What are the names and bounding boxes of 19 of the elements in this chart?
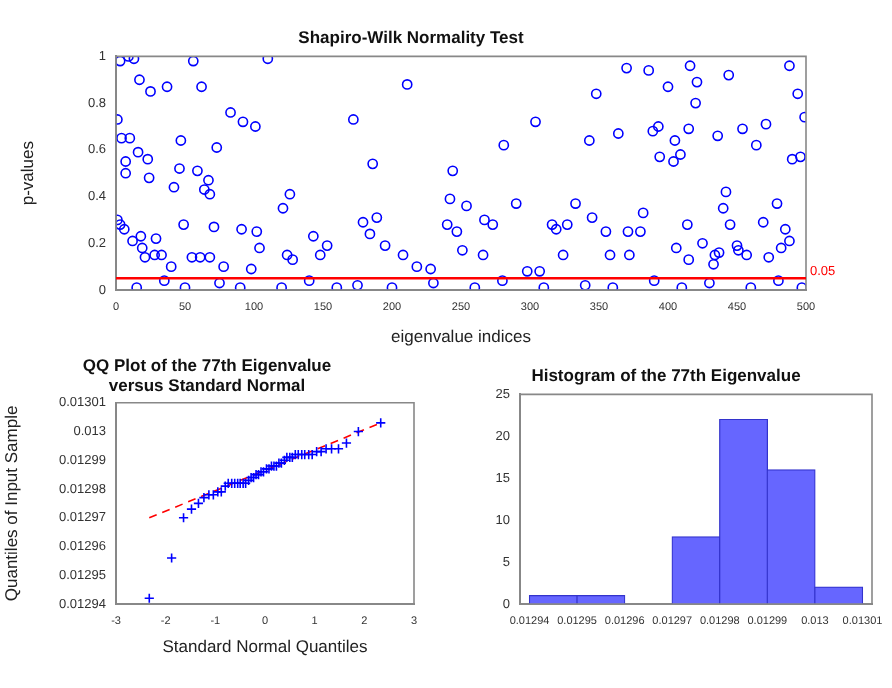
- point: [193, 498, 204, 509]
- point: [143, 592, 155, 604]
- point: [341, 437, 352, 449]
- point: [178, 512, 189, 524]
- chart-title: QQ Plot of the 77th Eigenvalue versus Standard Normal: [82, 354, 332, 396]
- x-axis-title: Standard Normal Quantiles: [162, 636, 368, 657]
- point: [352, 426, 364, 437]
- point: [375, 417, 387, 429]
- y-axis-title: Quantiles of Input Sample: [0, 405, 21, 602]
- point: [198, 492, 210, 504]
- chart-title: Histogram of the 77th Eigenvalue: [531, 364, 802, 385]
- y-axis-title: p-values: [16, 141, 37, 206]
- point: [333, 443, 344, 455]
- point: [320, 443, 332, 455]
- point: [186, 503, 197, 515]
- point: [326, 443, 337, 455]
- chart-title: Shapiro-Wilk Normality Test: [298, 26, 524, 47]
- point: [166, 552, 178, 564]
- x-axis-title: eigenvalue indices: [391, 326, 531, 347]
